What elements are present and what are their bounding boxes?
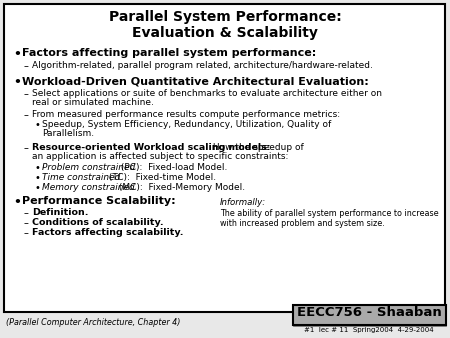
- Text: Parallelism.: Parallelism.: [42, 129, 94, 138]
- Text: (Parallel Computer Architecture, Chapter 4): (Parallel Computer Architecture, Chapter…: [6, 318, 180, 327]
- Text: •: •: [35, 120, 41, 130]
- Text: •: •: [35, 173, 41, 183]
- Text: How the speedup of: How the speedup of: [210, 143, 304, 152]
- Text: an application is affected subject to specific constraints:: an application is affected subject to sp…: [32, 152, 288, 161]
- Text: (TC):  Fixed-time Model.: (TC): Fixed-time Model.: [106, 173, 216, 182]
- Text: –: –: [24, 218, 29, 228]
- Text: The ability of parallel system performance to increase: The ability of parallel system performan…: [220, 209, 439, 218]
- Text: Parallel System Performance:: Parallel System Performance:: [108, 10, 342, 24]
- Text: Conditions of scalability.: Conditions of scalability.: [32, 218, 164, 227]
- Text: Informally:: Informally:: [220, 198, 266, 207]
- Text: –: –: [24, 89, 29, 99]
- Text: Definition.: Definition.: [32, 208, 89, 217]
- Text: #1  lec # 11  Spring2004  4-29-2004: #1 lec # 11 Spring2004 4-29-2004: [304, 327, 434, 333]
- Text: EECC756 - Shaaban: EECC756 - Shaaban: [297, 306, 441, 319]
- Text: Memory constrained: Memory constrained: [42, 183, 135, 192]
- Text: Workload-Driven Quantitative Architectural Evaluation:: Workload-Driven Quantitative Architectur…: [22, 76, 369, 86]
- Text: •: •: [35, 163, 41, 173]
- Text: •: •: [35, 183, 41, 193]
- Text: Speedup, System Efficiency, Redundancy, Utilization, Quality of: Speedup, System Efficiency, Redundancy, …: [42, 120, 331, 129]
- Bar: [293, 305, 446, 325]
- Text: –: –: [24, 110, 29, 120]
- Text: Algorithm-related, parallel program related, architecture/hardware-related.: Algorithm-related, parallel program rela…: [32, 61, 373, 70]
- Text: –: –: [24, 143, 29, 153]
- Text: Factors affecting parallel system performance:: Factors affecting parallel system perfor…: [22, 48, 316, 58]
- Text: From measured performance results compute performance metrics:: From measured performance results comput…: [32, 110, 340, 119]
- Text: –: –: [24, 61, 29, 71]
- Text: Time constrained: Time constrained: [42, 173, 121, 182]
- Text: (PC):  Fixed-load Model.: (PC): Fixed-load Model.: [118, 163, 227, 172]
- Text: •: •: [13, 196, 21, 209]
- Text: Evaluation & Scalability: Evaluation & Scalability: [132, 26, 318, 40]
- Text: Select applications or suite of benchmarks to evaluate architecture either on: Select applications or suite of benchmar…: [32, 89, 382, 98]
- Text: –: –: [24, 208, 29, 218]
- Text: Problem constrained: Problem constrained: [42, 163, 135, 172]
- Text: Resource-oriented Workload scaling models:: Resource-oriented Workload scaling model…: [32, 143, 270, 152]
- Text: (MC):  Fixed-Memory Model.: (MC): Fixed-Memory Model.: [116, 183, 245, 192]
- Text: •: •: [13, 76, 21, 89]
- Text: Factors affecting scalability.: Factors affecting scalability.: [32, 228, 184, 237]
- Text: •: •: [13, 48, 21, 61]
- Text: –: –: [24, 228, 29, 238]
- Text: Performance Scalability:: Performance Scalability:: [22, 196, 176, 206]
- Text: with increased problem and system size.: with increased problem and system size.: [220, 219, 385, 228]
- Text: real or simulated machine.: real or simulated machine.: [32, 98, 154, 107]
